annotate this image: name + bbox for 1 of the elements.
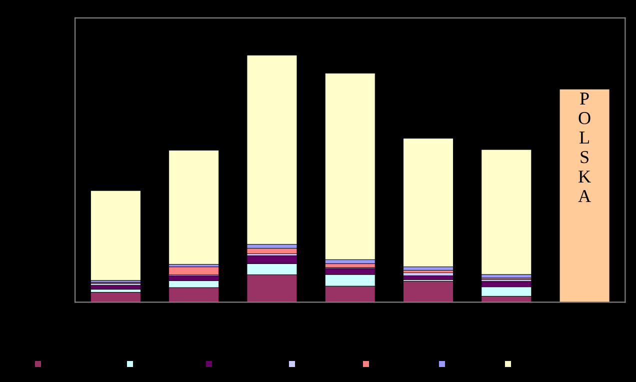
annotation: POLSKA [578, 92, 591, 202]
